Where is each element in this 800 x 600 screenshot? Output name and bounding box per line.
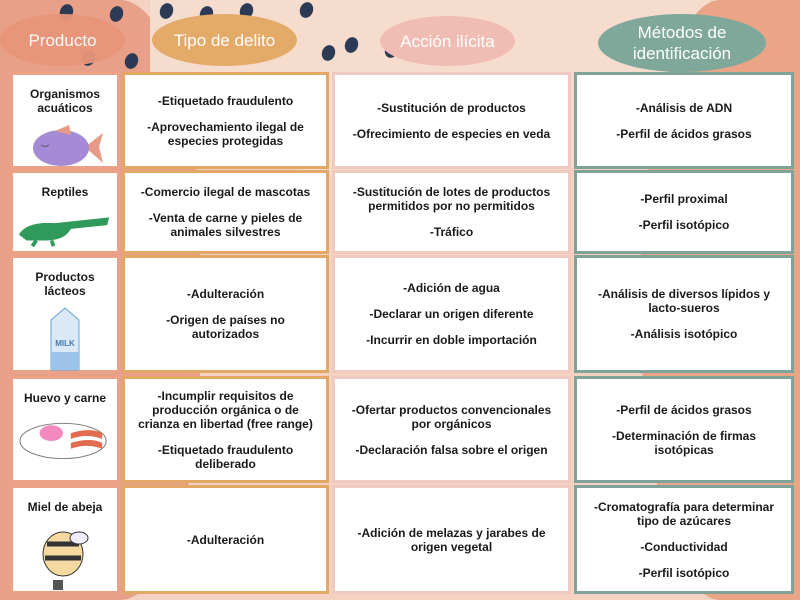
accion-cell: -Ofertar productos convencionales por or… xyxy=(332,376,571,483)
tipo-cell: -Adulteración -Origen de países no autori… xyxy=(122,255,329,373)
fish-icon xyxy=(25,123,105,174)
producto-cell: Organismos acuáticos xyxy=(10,72,120,169)
metodos-cell: -Análisis de diversos lípidos y lacto-su… xyxy=(574,255,794,373)
accion-item: -Declarar un origen diferente xyxy=(369,307,534,321)
metodos-item: -Perfil proximal xyxy=(640,192,728,206)
bee-icon xyxy=(35,522,95,595)
metodos-cell: -Perfil de ácidos grasos -Determinación d… xyxy=(574,376,794,483)
accion-item: -Ofertar productos convencionales por or… xyxy=(351,402,552,431)
accion-cell: -Sustitución de lotes de productos permi… xyxy=(332,170,571,254)
metodos-item: -Perfil de ácidos grasos xyxy=(616,126,752,141)
header-accion-ilicita: Acción ilícita xyxy=(380,16,515,66)
header-tipo-de-delito: Tipo de delito xyxy=(152,14,297,66)
tipo-item: -Comercio ilegal de mascotas xyxy=(140,185,311,199)
tipo-cell: -Adulteración xyxy=(122,485,329,594)
crocodile-icon xyxy=(17,207,113,250)
accion-item: -Sustitución de productos xyxy=(377,100,526,115)
tipo-item: -Incumplir requisitos de producción orgá… xyxy=(138,388,313,431)
egg-bacon-plate-icon xyxy=(18,413,112,466)
accion-item: -Tráfico xyxy=(429,225,474,239)
metodos-item: -Perfil de ácidos grasos xyxy=(616,402,752,417)
producto-cell: Productos lácteos MILK xyxy=(10,255,120,373)
metodos-item: -Análisis de diversos lípidos y lacto-su… xyxy=(597,287,771,315)
metodos-item: -Determinación de firmas isotópicas xyxy=(611,428,757,457)
accion-item: -Ofrecimiento de especies en veda xyxy=(352,126,551,141)
metodos-item: -Perfil isotópico xyxy=(638,218,730,232)
accion-item: -Adición de agua xyxy=(403,281,500,295)
tipo-item: -Aprovechamiento ilegal de especies prot… xyxy=(147,119,304,148)
producto-cell: Huevo y carne xyxy=(10,376,120,483)
metodos-item: -Análisis de ADN xyxy=(635,100,733,115)
svg-text:MILK: MILK xyxy=(55,339,75,348)
tipo-item: -Venta de carne y pieles de animales sil… xyxy=(148,211,303,239)
accion-item: -Incurrir en doble importación xyxy=(366,333,537,347)
accion-cell: -Sustitución de productos -Ofrecimiento d… xyxy=(332,72,571,169)
accion-item: -Sustitución de lotes de productos permi… xyxy=(352,185,551,213)
metodos-cell: -Cromatografía para determinar tipo de a… xyxy=(574,485,794,594)
tipo-item: -Etiquetado fraudulento deliberado xyxy=(157,442,294,471)
header-producto: Producto xyxy=(0,14,125,66)
header-metodos-de-identificacion: Métodos de identificación xyxy=(598,14,766,72)
metodos-item: -Perfil isotópico xyxy=(638,565,730,580)
metodos-item: -Cromatografía para determinar tipo de a… xyxy=(593,499,775,528)
tipo-cell: -Etiquetado fraudulento -Aprovechamiento … xyxy=(122,72,329,169)
product-name: Reptiles xyxy=(41,185,89,199)
producto-cell: Miel de abeja xyxy=(10,485,120,594)
tipo-cell: -Comercio ilegal de mascotas -Venta de ca… xyxy=(122,170,329,254)
tipo-item: -Adulteración xyxy=(186,532,265,547)
accion-cell: -Adición de agua -Declarar un origen dife… xyxy=(332,255,571,373)
tipo-cell: -Incumplir requisitos de producción orgá… xyxy=(122,376,329,483)
product-name: Huevo y carne xyxy=(23,391,107,405)
tipo-item: -Adulteración xyxy=(186,287,265,301)
tipo-item: -Origen de países no autorizados xyxy=(166,313,285,341)
accion-cell: -Adición de melazas y jarabes de origen … xyxy=(332,485,571,594)
accion-item: -Adición de melazas y jarabes de origen … xyxy=(357,525,546,554)
metodos-cell: -Perfil proximal -Perfil isotópico xyxy=(574,170,794,254)
accion-item: -Declaración falsa sobre el origen xyxy=(355,442,548,457)
metodos-cell: -Análisis de ADN -Perfil de ácidos grasos xyxy=(574,72,794,169)
tipo-item: -Etiquetado fraudulento xyxy=(157,93,294,108)
product-name: Miel de abeja xyxy=(27,500,103,514)
product-name: Organismos acuáticos xyxy=(29,87,101,115)
producto-cell: Reptiles xyxy=(10,170,120,254)
milk-carton-icon: MILK xyxy=(45,306,85,375)
metodos-item: -Análisis isotópico xyxy=(630,327,738,341)
product-name: Productos lácteos xyxy=(35,270,95,298)
metodos-item: -Conductividad xyxy=(640,539,728,554)
